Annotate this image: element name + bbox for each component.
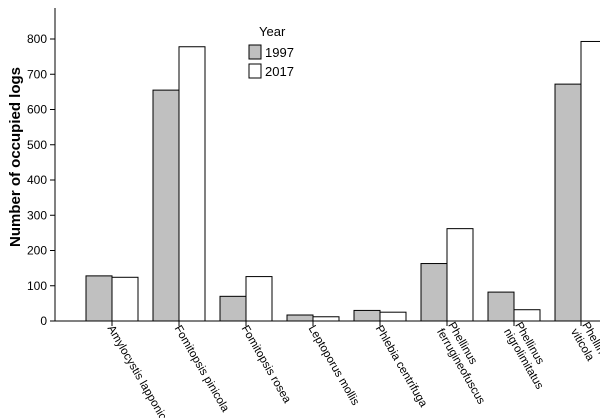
category-label: Fomitopsis pinicola bbox=[172, 324, 232, 415]
category-label: Leptoporus mollis bbox=[306, 324, 362, 408]
category-label: Amylocystis lapponica bbox=[105, 324, 172, 418]
legend-swatch-1997 bbox=[248, 44, 262, 60]
x-axis: Amylocystis lapponica Fomitopsis pinicola… bbox=[55, 320, 600, 418]
bar-2017-7 bbox=[580, 40, 600, 322]
bar-2017-2 bbox=[245, 276, 273, 322]
y-tick-label: 700 bbox=[27, 67, 47, 81]
y-tick-label: 800 bbox=[27, 32, 47, 46]
y-tick-label: 300 bbox=[27, 208, 47, 222]
category-label: Phlebia centrifuga bbox=[373, 324, 430, 410]
legend-label-2017: 2017 bbox=[265, 64, 294, 79]
category-label-line: Fomitopsis rosea bbox=[239, 324, 293, 406]
category-label-line: Phlebia centrifuga bbox=[373, 324, 430, 410]
bar-2017-0 bbox=[111, 276, 139, 322]
legend-label-1997: 1997 bbox=[265, 45, 294, 60]
legend-title: Year bbox=[259, 24, 286, 39]
bar-1997-0 bbox=[85, 275, 113, 322]
legend: Year 1997 2017 bbox=[248, 24, 294, 79]
bar-2017-4 bbox=[379, 311, 407, 322]
bar-2017-5 bbox=[446, 228, 474, 322]
y-tick-label: 200 bbox=[27, 244, 47, 258]
category-label-line: Amylocystis lapponica bbox=[105, 324, 172, 418]
y-tick-label: 400 bbox=[27, 173, 47, 187]
bar-1997-3 bbox=[286, 314, 314, 322]
bars bbox=[85, 40, 600, 322]
y-tick-label: 100 bbox=[27, 279, 47, 293]
legend-swatch-2017 bbox=[248, 63, 262, 79]
bar-1997-1 bbox=[152, 89, 180, 322]
bar-1997-4 bbox=[353, 309, 381, 322]
bar-2017-3 bbox=[312, 316, 340, 322]
y-tick-label: 0 bbox=[40, 314, 47, 328]
bar-1997-6 bbox=[487, 291, 515, 322]
y-axis: 0 100 200 300 400 500 600 700 800 bbox=[27, 8, 56, 328]
y-tick-label: 500 bbox=[27, 138, 47, 152]
bar-1997-2 bbox=[219, 295, 247, 322]
category-label: Fomitopsis rosea bbox=[239, 324, 293, 406]
bar-1997-7 bbox=[554, 83, 582, 322]
category-label-line: Fomitopsis pinicola bbox=[172, 324, 232, 415]
y-tick-label: 600 bbox=[27, 103, 47, 117]
bar-2017-6 bbox=[513, 309, 541, 322]
y-axis-label: Number of occupied logs bbox=[7, 67, 24, 247]
bar-1997-5 bbox=[420, 263, 448, 322]
bar-2017-1 bbox=[178, 46, 206, 322]
category-label-line: Leptoporus mollis bbox=[306, 324, 362, 408]
